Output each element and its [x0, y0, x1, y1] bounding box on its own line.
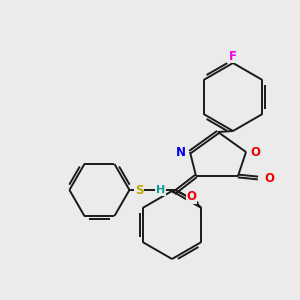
Text: S: S — [135, 184, 144, 196]
Text: O: O — [250, 146, 260, 158]
Text: O: O — [186, 190, 197, 203]
Text: H: H — [156, 185, 165, 195]
Text: O: O — [264, 172, 274, 184]
Text: F: F — [229, 50, 237, 62]
Text: N: N — [176, 146, 186, 158]
